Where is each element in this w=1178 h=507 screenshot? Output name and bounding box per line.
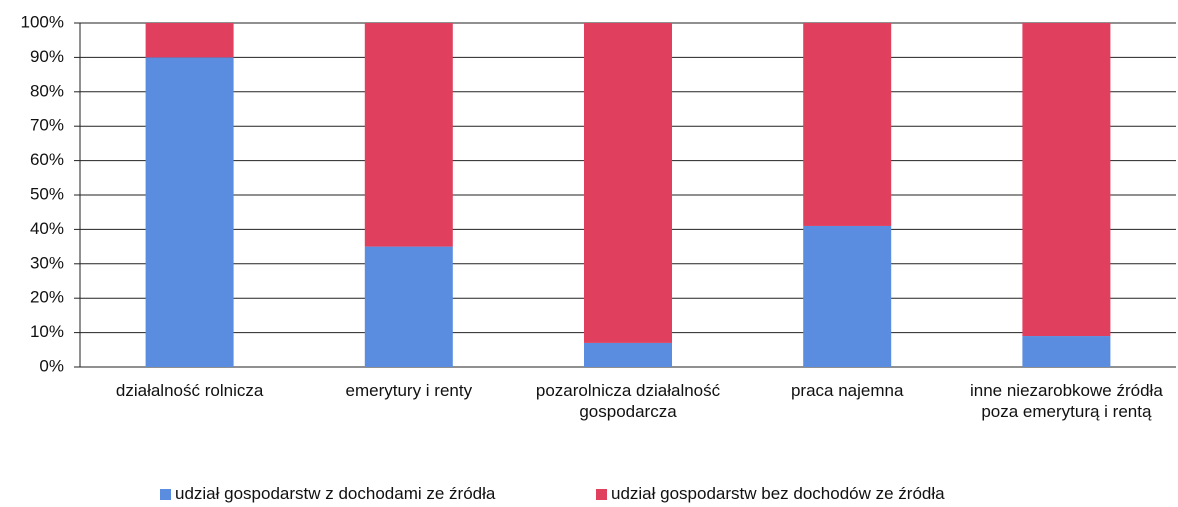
y-tick-label: 80% xyxy=(30,81,64,100)
bar-segment xyxy=(803,225,892,367)
y-tick-label: 90% xyxy=(30,47,64,66)
bar-segment xyxy=(803,23,892,226)
legend-swatch xyxy=(160,488,171,500)
x-tick-label: emerytury i renty xyxy=(345,381,473,400)
x-tick-label: działalność rolnicza xyxy=(115,381,264,400)
bar-segment xyxy=(364,23,453,247)
y-tick-label: 0% xyxy=(39,356,64,375)
x-tick-label: pozarolnicza działalność gospodarcza xyxy=(535,381,721,421)
y-tick-label: 30% xyxy=(30,253,64,272)
y-tick-label: 60% xyxy=(30,150,64,169)
bar-segment xyxy=(364,246,453,367)
legend-item: udział gospodarstw bez dochodów ze źródł… xyxy=(596,484,945,504)
y-tick-label: 100% xyxy=(21,12,64,31)
y-tick-label: 50% xyxy=(30,184,64,203)
bar-segment xyxy=(1022,23,1111,337)
x-tick-label: inne niezarobkowe źródła poza emeryturą … xyxy=(969,381,1163,421)
legend-item: udział gospodarstw z dochodami ze źródła xyxy=(160,484,495,504)
y-tick-label: 20% xyxy=(30,288,64,307)
bar-segment xyxy=(145,57,234,368)
bar-segment xyxy=(584,342,672,367)
legend-label: udział gospodarstw bez dochodów ze źródł… xyxy=(611,484,945,503)
y-tick-label: 70% xyxy=(30,116,64,135)
bar-segment xyxy=(145,23,234,58)
bar-segment xyxy=(584,23,672,343)
y-tick-label: 40% xyxy=(30,219,64,238)
x-tick-label: praca najemna xyxy=(790,381,904,400)
y-tick-label: 10% xyxy=(30,322,64,341)
legend-label: udział gospodarstw z dochodami ze źródła xyxy=(175,484,496,503)
bar-segment xyxy=(1022,336,1111,367)
legend-swatch xyxy=(596,488,607,500)
